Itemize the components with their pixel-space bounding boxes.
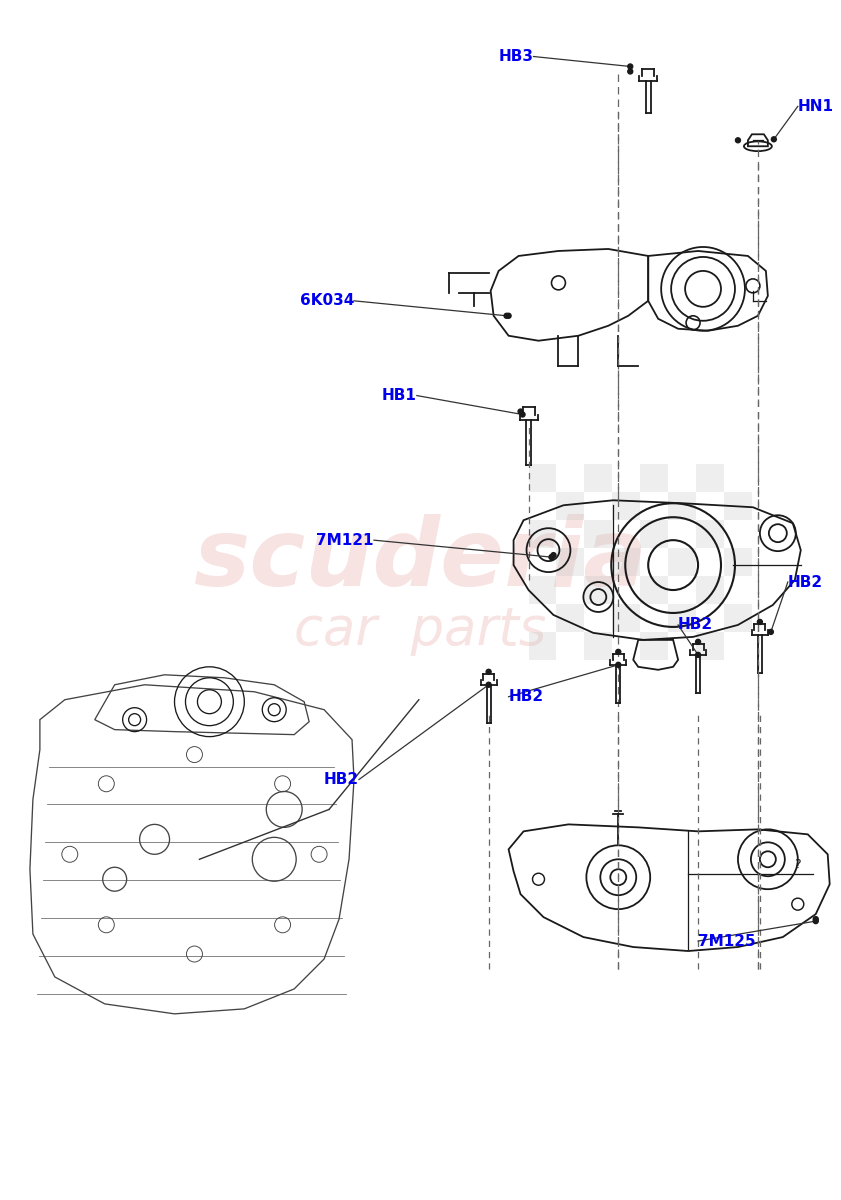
Circle shape	[506, 313, 511, 318]
Bar	[668, 604, 696, 632]
Text: HB2: HB2	[324, 772, 359, 787]
Text: HB3: HB3	[499, 49, 533, 64]
Text: HB2: HB2	[509, 689, 544, 704]
Bar	[640, 576, 668, 604]
Bar	[640, 464, 668, 492]
Bar	[724, 604, 752, 632]
Circle shape	[696, 640, 701, 644]
Bar	[557, 604, 584, 632]
Bar	[584, 632, 612, 660]
Circle shape	[616, 649, 621, 654]
Bar	[584, 576, 612, 604]
Circle shape	[771, 137, 776, 142]
Circle shape	[486, 683, 491, 688]
Text: HB1: HB1	[382, 388, 417, 403]
Text: 7M121: 7M121	[316, 533, 374, 547]
Circle shape	[813, 919, 818, 924]
Bar	[584, 464, 612, 492]
Circle shape	[518, 409, 523, 414]
Circle shape	[758, 619, 763, 624]
Bar	[668, 492, 696, 521]
Text: 6K034: 6K034	[299, 293, 354, 308]
Bar	[557, 548, 584, 576]
Text: HB2: HB2	[788, 575, 823, 589]
Bar	[557, 492, 584, 521]
Bar	[668, 548, 696, 576]
Bar	[640, 632, 668, 660]
Text: ?: ?	[795, 858, 801, 871]
Bar	[696, 464, 724, 492]
Text: car  parts: car parts	[294, 604, 546, 656]
Circle shape	[504, 313, 509, 318]
Circle shape	[813, 917, 818, 922]
Circle shape	[551, 553, 556, 558]
Bar	[612, 548, 640, 576]
Bar	[528, 576, 557, 604]
Bar	[528, 632, 557, 660]
Circle shape	[616, 662, 621, 667]
Bar	[528, 464, 557, 492]
Circle shape	[627, 64, 632, 68]
Circle shape	[549, 554, 554, 559]
Text: HN1: HN1	[798, 98, 833, 114]
Bar	[724, 492, 752, 521]
Bar	[528, 521, 557, 548]
Circle shape	[769, 630, 774, 635]
Bar	[696, 576, 724, 604]
Circle shape	[520, 412, 525, 418]
Text: scuderia: scuderia	[193, 514, 647, 606]
Text: HB2: HB2	[678, 618, 713, 632]
Bar	[696, 521, 724, 548]
Circle shape	[627, 68, 632, 74]
Bar	[696, 632, 724, 660]
Bar	[584, 521, 612, 548]
Bar	[612, 604, 640, 632]
Bar	[612, 492, 640, 521]
Bar	[724, 548, 752, 576]
Circle shape	[736, 138, 740, 143]
Circle shape	[696, 653, 701, 658]
Text: 7M125: 7M125	[698, 934, 756, 948]
Bar	[640, 521, 668, 548]
Circle shape	[486, 670, 491, 674]
